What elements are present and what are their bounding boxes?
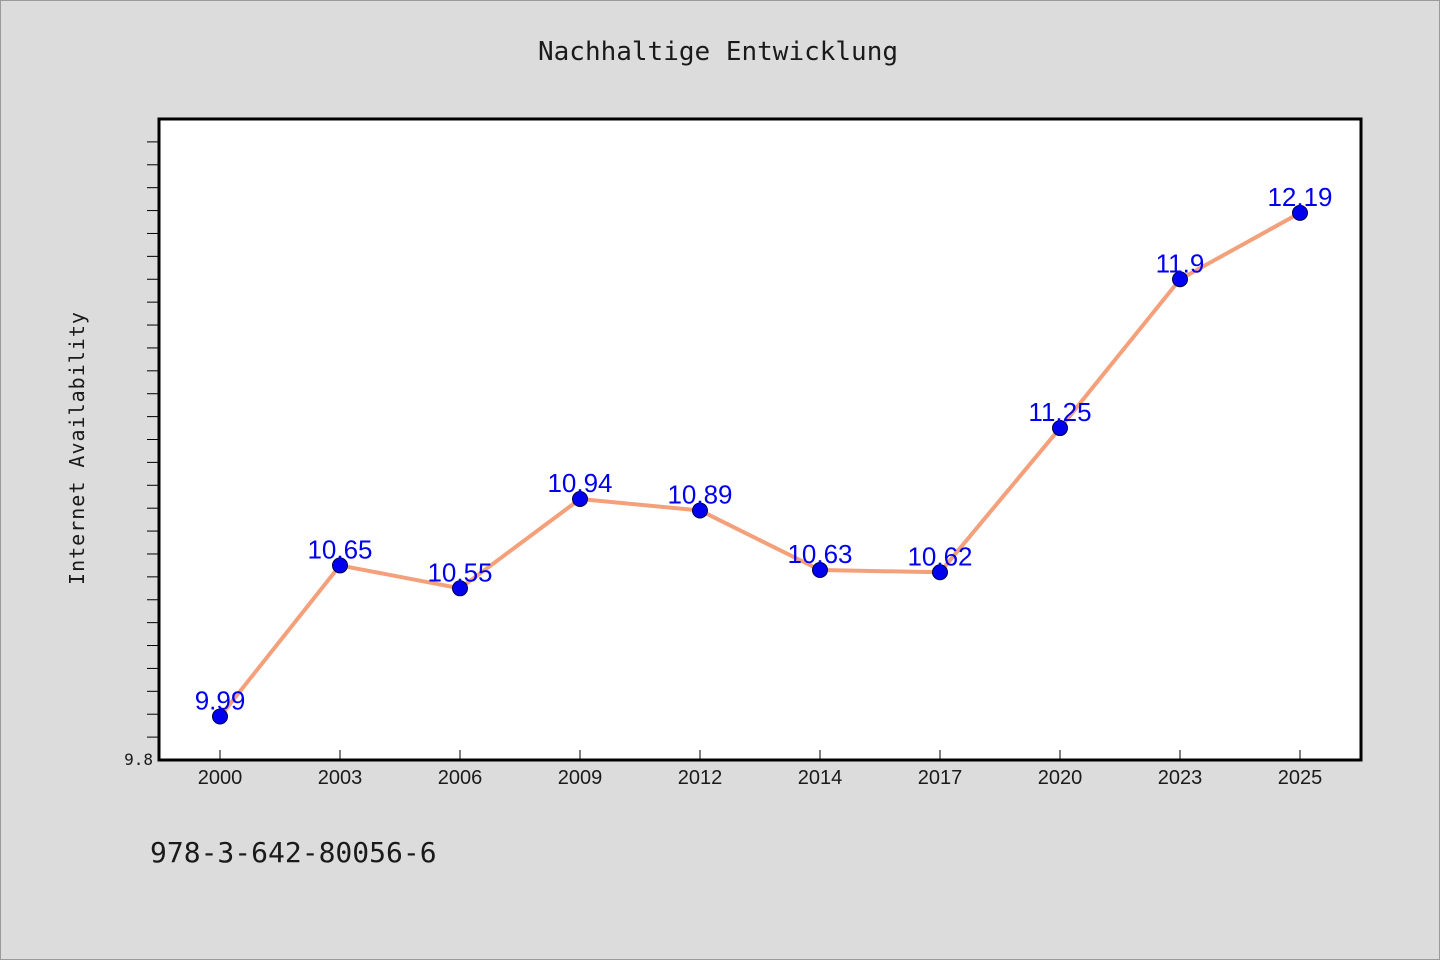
x-tick-label: 2025 [1278, 767, 1323, 789]
series-line [218, 210, 1302, 719]
data-point-marker [1172, 271, 1188, 288]
data-point-label: 10.89 [667, 479, 732, 509]
data-point-label: 10.94 [547, 468, 612, 498]
x-axis-ticks [219, 750, 1301, 760]
data-point-marker [332, 557, 348, 574]
data-point-marker [1292, 204, 1308, 221]
x-tick-label: 2006 [438, 767, 483, 789]
data-point-marker [812, 561, 828, 578]
x-tick-label: 2014 [798, 767, 843, 789]
x-tick-label: 2020 [1038, 767, 1083, 789]
data-point-label: 11.25 [1028, 397, 1091, 427]
x-axis-tick-labels: 2000 2003 2006 2009 2012 2014 2017 2020 2023 2025 [198, 767, 1323, 789]
x-tick-label: 2023 [1158, 767, 1203, 789]
x-tick-label: 2017 [918, 767, 963, 789]
series-markers [212, 204, 1308, 725]
data-point-label: 10.62 [907, 541, 972, 571]
chart-title: Nachhaltige Entwicklung [538, 37, 898, 67]
data-point-label: 10.63 [787, 539, 852, 569]
data-point-label: 11.9 [1156, 248, 1205, 278]
x-tick-label: 2003 [318, 767, 363, 789]
data-point-marker [452, 580, 468, 597]
y-tick-label: 9.8 [124, 750, 153, 769]
x-tick-label: 2009 [558, 767, 603, 789]
x-tick-label: 2012 [678, 767, 723, 789]
x-tick-label: 2000 [198, 767, 243, 789]
isbn-footer: 978-3-642-80056-6 [150, 836, 437, 869]
data-point-marker [932, 564, 948, 581]
y-axis-tick-labels: 9.8 [124, 750, 153, 769]
data-point-label: 10.55 [427, 557, 492, 587]
data-point-label: 10.65 [307, 534, 372, 564]
data-point-marker [1052, 420, 1068, 437]
y-axis-ticks [147, 141, 159, 738]
data-point-label: 12.19 [1267, 182, 1332, 212]
data-labels: 9.99 10.65 10.55 10.94 10.89 10.63 10.62 11.25 1… [195, 182, 1333, 716]
data-point-label: 9.99 [195, 686, 246, 716]
plot-area [157, 117, 1363, 762]
data-point-marker [212, 708, 228, 725]
data-point-marker [692, 502, 708, 519]
data-point-marker [572, 491, 588, 508]
y-axis-label: Internet Availability [65, 311, 89, 585]
series-lines [218, 210, 1302, 719]
